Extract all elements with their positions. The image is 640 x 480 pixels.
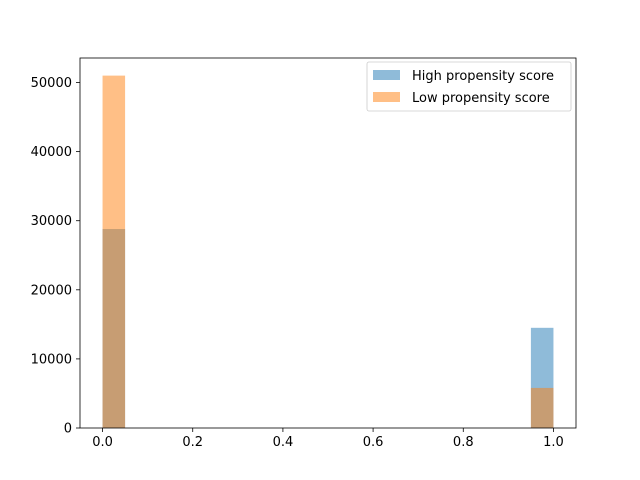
bar-low-0 [102, 75, 126, 428]
y-axis-ticks: 0 10000 20000 30000 40000 50000 [31, 76, 80, 437]
y-tick-label: 30000 [31, 214, 72, 229]
bar-low-1 [530, 387, 554, 428]
legend: High propensity score Low propensity sco… [366, 61, 572, 112]
y-tick-label: 40000 [31, 145, 72, 160]
histogram-bars [102, 75, 554, 428]
legend-swatch-low [373, 92, 400, 102]
plot-frame [79, 57, 577, 429]
y-tick-label: 10000 [31, 352, 72, 367]
x-tick-label: 0.4 [273, 435, 294, 450]
legend-label-low: Low propensity score [412, 91, 550, 106]
x-tick-label: 0.2 [182, 435, 203, 450]
x-tick-label: 0.8 [453, 435, 474, 450]
x-tick-label: 0.0 [92, 435, 113, 450]
legend-box [366, 61, 572, 112]
y-tick-label: 50000 [31, 76, 72, 91]
x-axis-ticks: 0.0 0.2 0.4 0.6 0.8 1.0 [92, 428, 564, 450]
y-tick-label: 20000 [31, 283, 72, 298]
x-tick-label: 1.0 [543, 435, 564, 450]
y-tick-label: 0 [64, 422, 72, 437]
legend-swatch-high [373, 70, 400, 80]
legend-label-high: High propensity score [412, 69, 554, 84]
x-tick-label: 0.6 [363, 435, 384, 450]
